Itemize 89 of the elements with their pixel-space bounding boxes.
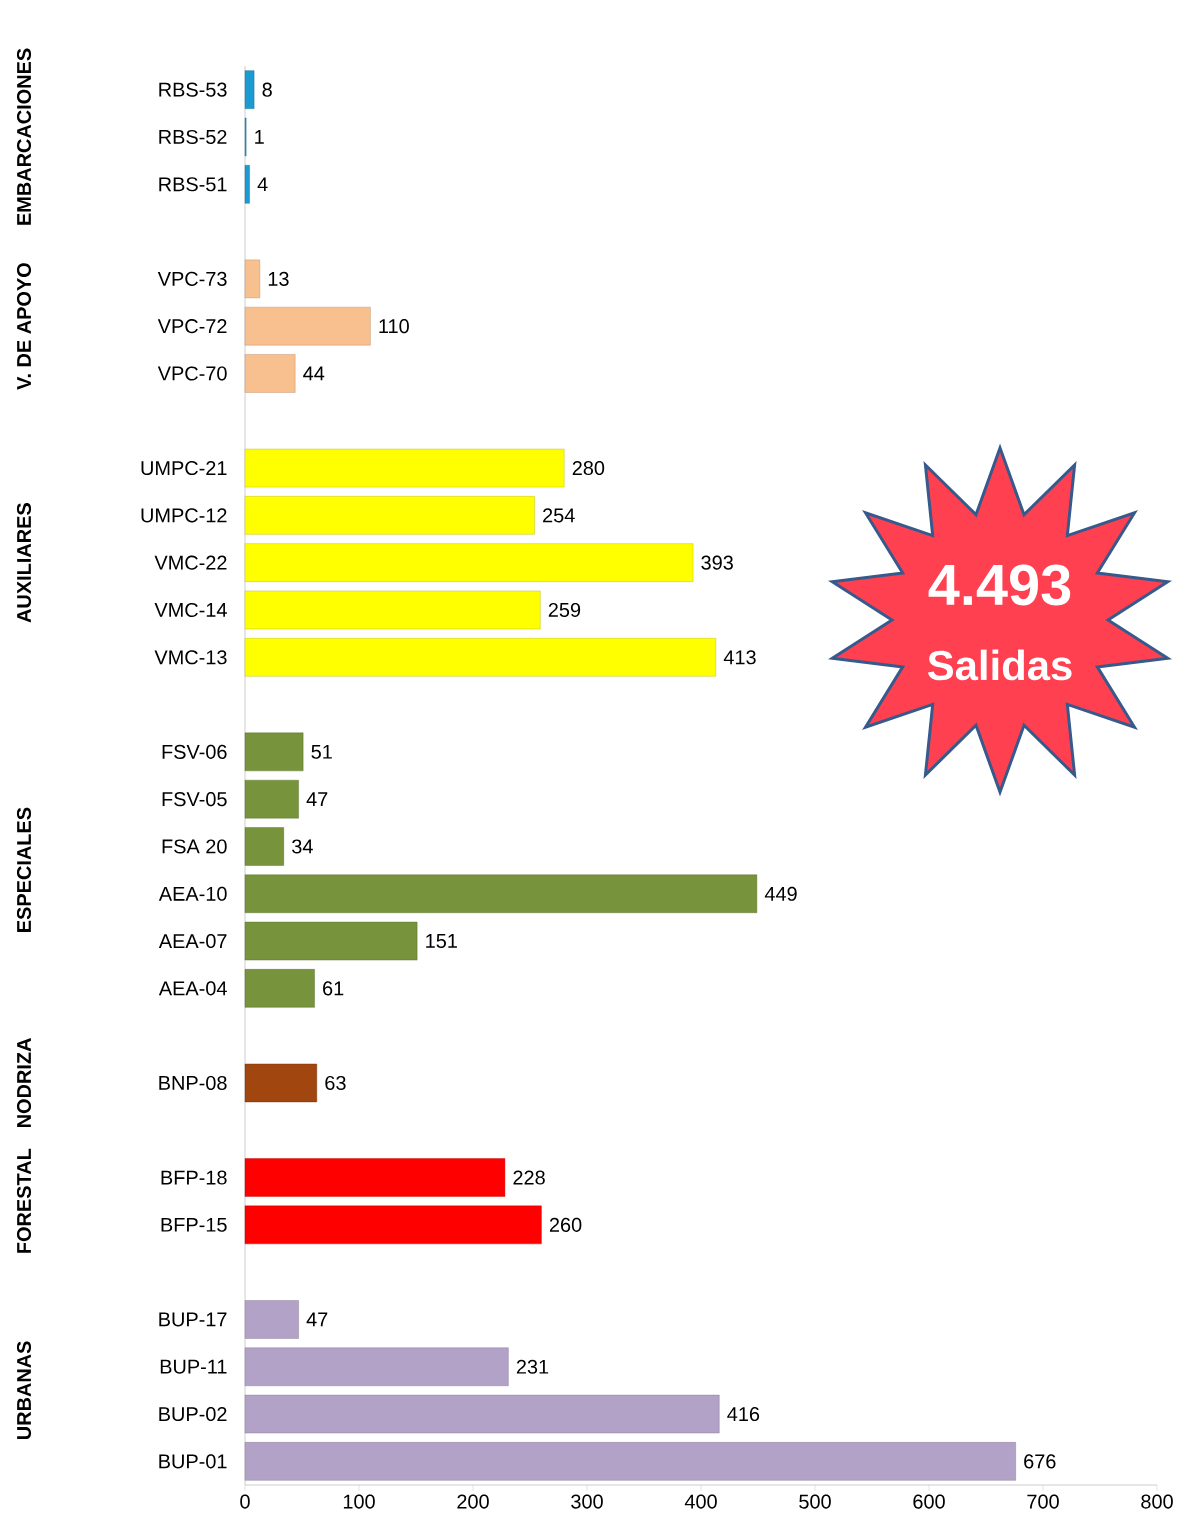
text: AUXILIARES	[16, 503, 32, 623]
bar	[244, 732, 304, 772]
y-tick-label: RBS-53	[159, 82, 227, 97]
data-label: 47	[306, 1312, 328, 1327]
bar	[244, 448, 565, 488]
data-label: 449	[764, 886, 797, 901]
data-label: 260	[549, 1217, 582, 1232]
annotation: 4.493	[928, 564, 1071, 606]
x-tick-label: 700	[1027, 1494, 1059, 1509]
y-tick-label: BNP-08	[159, 1075, 227, 1091]
data-label: 8	[262, 82, 272, 97]
x-tick-label: 0	[240, 1494, 250, 1509]
data-label: 259	[548, 602, 581, 618]
bar	[244, 306, 371, 346]
bar	[244, 354, 296, 393]
x-tick-label: 500	[799, 1494, 831, 1509]
bar	[244, 1158, 506, 1197]
text: V. DE APOYO	[16, 263, 32, 390]
bar	[244, 827, 284, 866]
y-tick-label: BUP-02	[159, 1407, 227, 1422]
y-tick-label: AEA-10	[158, 886, 227, 901]
y-tick-label: VMC-14	[154, 602, 227, 618]
y-tick-label: VPC-73	[157, 271, 227, 286]
bar	[244, 874, 758, 913]
data-label: 676	[1024, 1454, 1056, 1469]
x-tick-label: 300	[571, 1494, 603, 1509]
data-label: 1	[255, 130, 264, 144]
data-label: 47	[306, 792, 328, 807]
y-tick-label: VMC-22	[154, 555, 227, 570]
bar	[244, 1442, 1016, 1481]
bar	[244, 1347, 509, 1386]
data-label: 63	[325, 1075, 346, 1091]
y-tick-label: FSV-06	[162, 744, 227, 759]
bar	[244, 1394, 720, 1434]
data-label: 228	[513, 1170, 545, 1185]
text: ESPECIALES	[16, 807, 32, 932]
bar	[244, 543, 694, 582]
y-tick-label: RBS-52	[159, 129, 227, 145]
data-label: 110	[379, 319, 409, 334]
y-tick-label: UMPC-12	[141, 508, 227, 523]
x-tick-label: 100	[343, 1494, 375, 1509]
data-label: 413	[723, 650, 756, 665]
y-tick-label: AEA-04	[158, 981, 227, 996]
bar	[244, 969, 315, 1008]
data-label: 34	[292, 839, 313, 854]
data-label: 416	[727, 1407, 760, 1422]
bar	[244, 496, 535, 535]
bar	[244, 1205, 542, 1245]
data-label: 254	[543, 508, 575, 523]
data-label: 280	[572, 461, 605, 476]
y-tick-label: BFP-18	[161, 1170, 227, 1185]
text: URBANAS	[16, 1341, 32, 1440]
data-label: 51	[311, 744, 332, 759]
data-label: 231	[516, 1359, 549, 1374]
data-label: 393	[701, 555, 733, 570]
annotation: Salidas	[927, 649, 1072, 681]
bar	[244, 638, 717, 677]
data-label: 44	[303, 366, 325, 381]
text: NODRIZA	[16, 1038, 32, 1127]
text: FORESTAL	[16, 1148, 32, 1253]
y-tick-label: BUP-11	[160, 1359, 227, 1374]
x-tick-label: 600	[913, 1494, 945, 1509]
bar	[244, 70, 255, 109]
bar	[244, 259, 261, 299]
x-tick-label: 400	[684, 1494, 717, 1509]
y-tick-label: FSV-05	[162, 792, 227, 807]
y-tick-label: VPC-72	[157, 319, 227, 334]
y-tick-label: AEA-07	[158, 934, 227, 949]
x-tick-label: 200	[457, 1494, 489, 1509]
bar	[244, 1063, 318, 1103]
y-tick-label: RBS-51	[159, 177, 227, 192]
bar	[244, 779, 299, 819]
y-tick-label: BFP-15	[161, 1217, 227, 1232]
y-tick-label: BUP-17	[159, 1312, 227, 1327]
y-tick-label: BUP-01	[159, 1454, 227, 1469]
y-tick-label: UMPC-21	[141, 461, 227, 476]
data-label: 61	[323, 981, 344, 996]
bar	[244, 590, 541, 630]
text: EMBARCACIONES	[16, 48, 32, 225]
bar	[244, 1300, 299, 1339]
data-label: 4	[257, 177, 268, 192]
bar	[244, 165, 250, 204]
y-tick-label: VMC-13	[154, 650, 227, 665]
data-label: 151	[426, 934, 457, 949]
x-tick-label: 800	[1141, 1494, 1173, 1509]
data-label: 13	[268, 271, 289, 286]
bar	[244, 921, 418, 961]
y-tick-label: FSA 20	[162, 839, 227, 854]
y-tick-label: VPC-70	[157, 366, 227, 381]
